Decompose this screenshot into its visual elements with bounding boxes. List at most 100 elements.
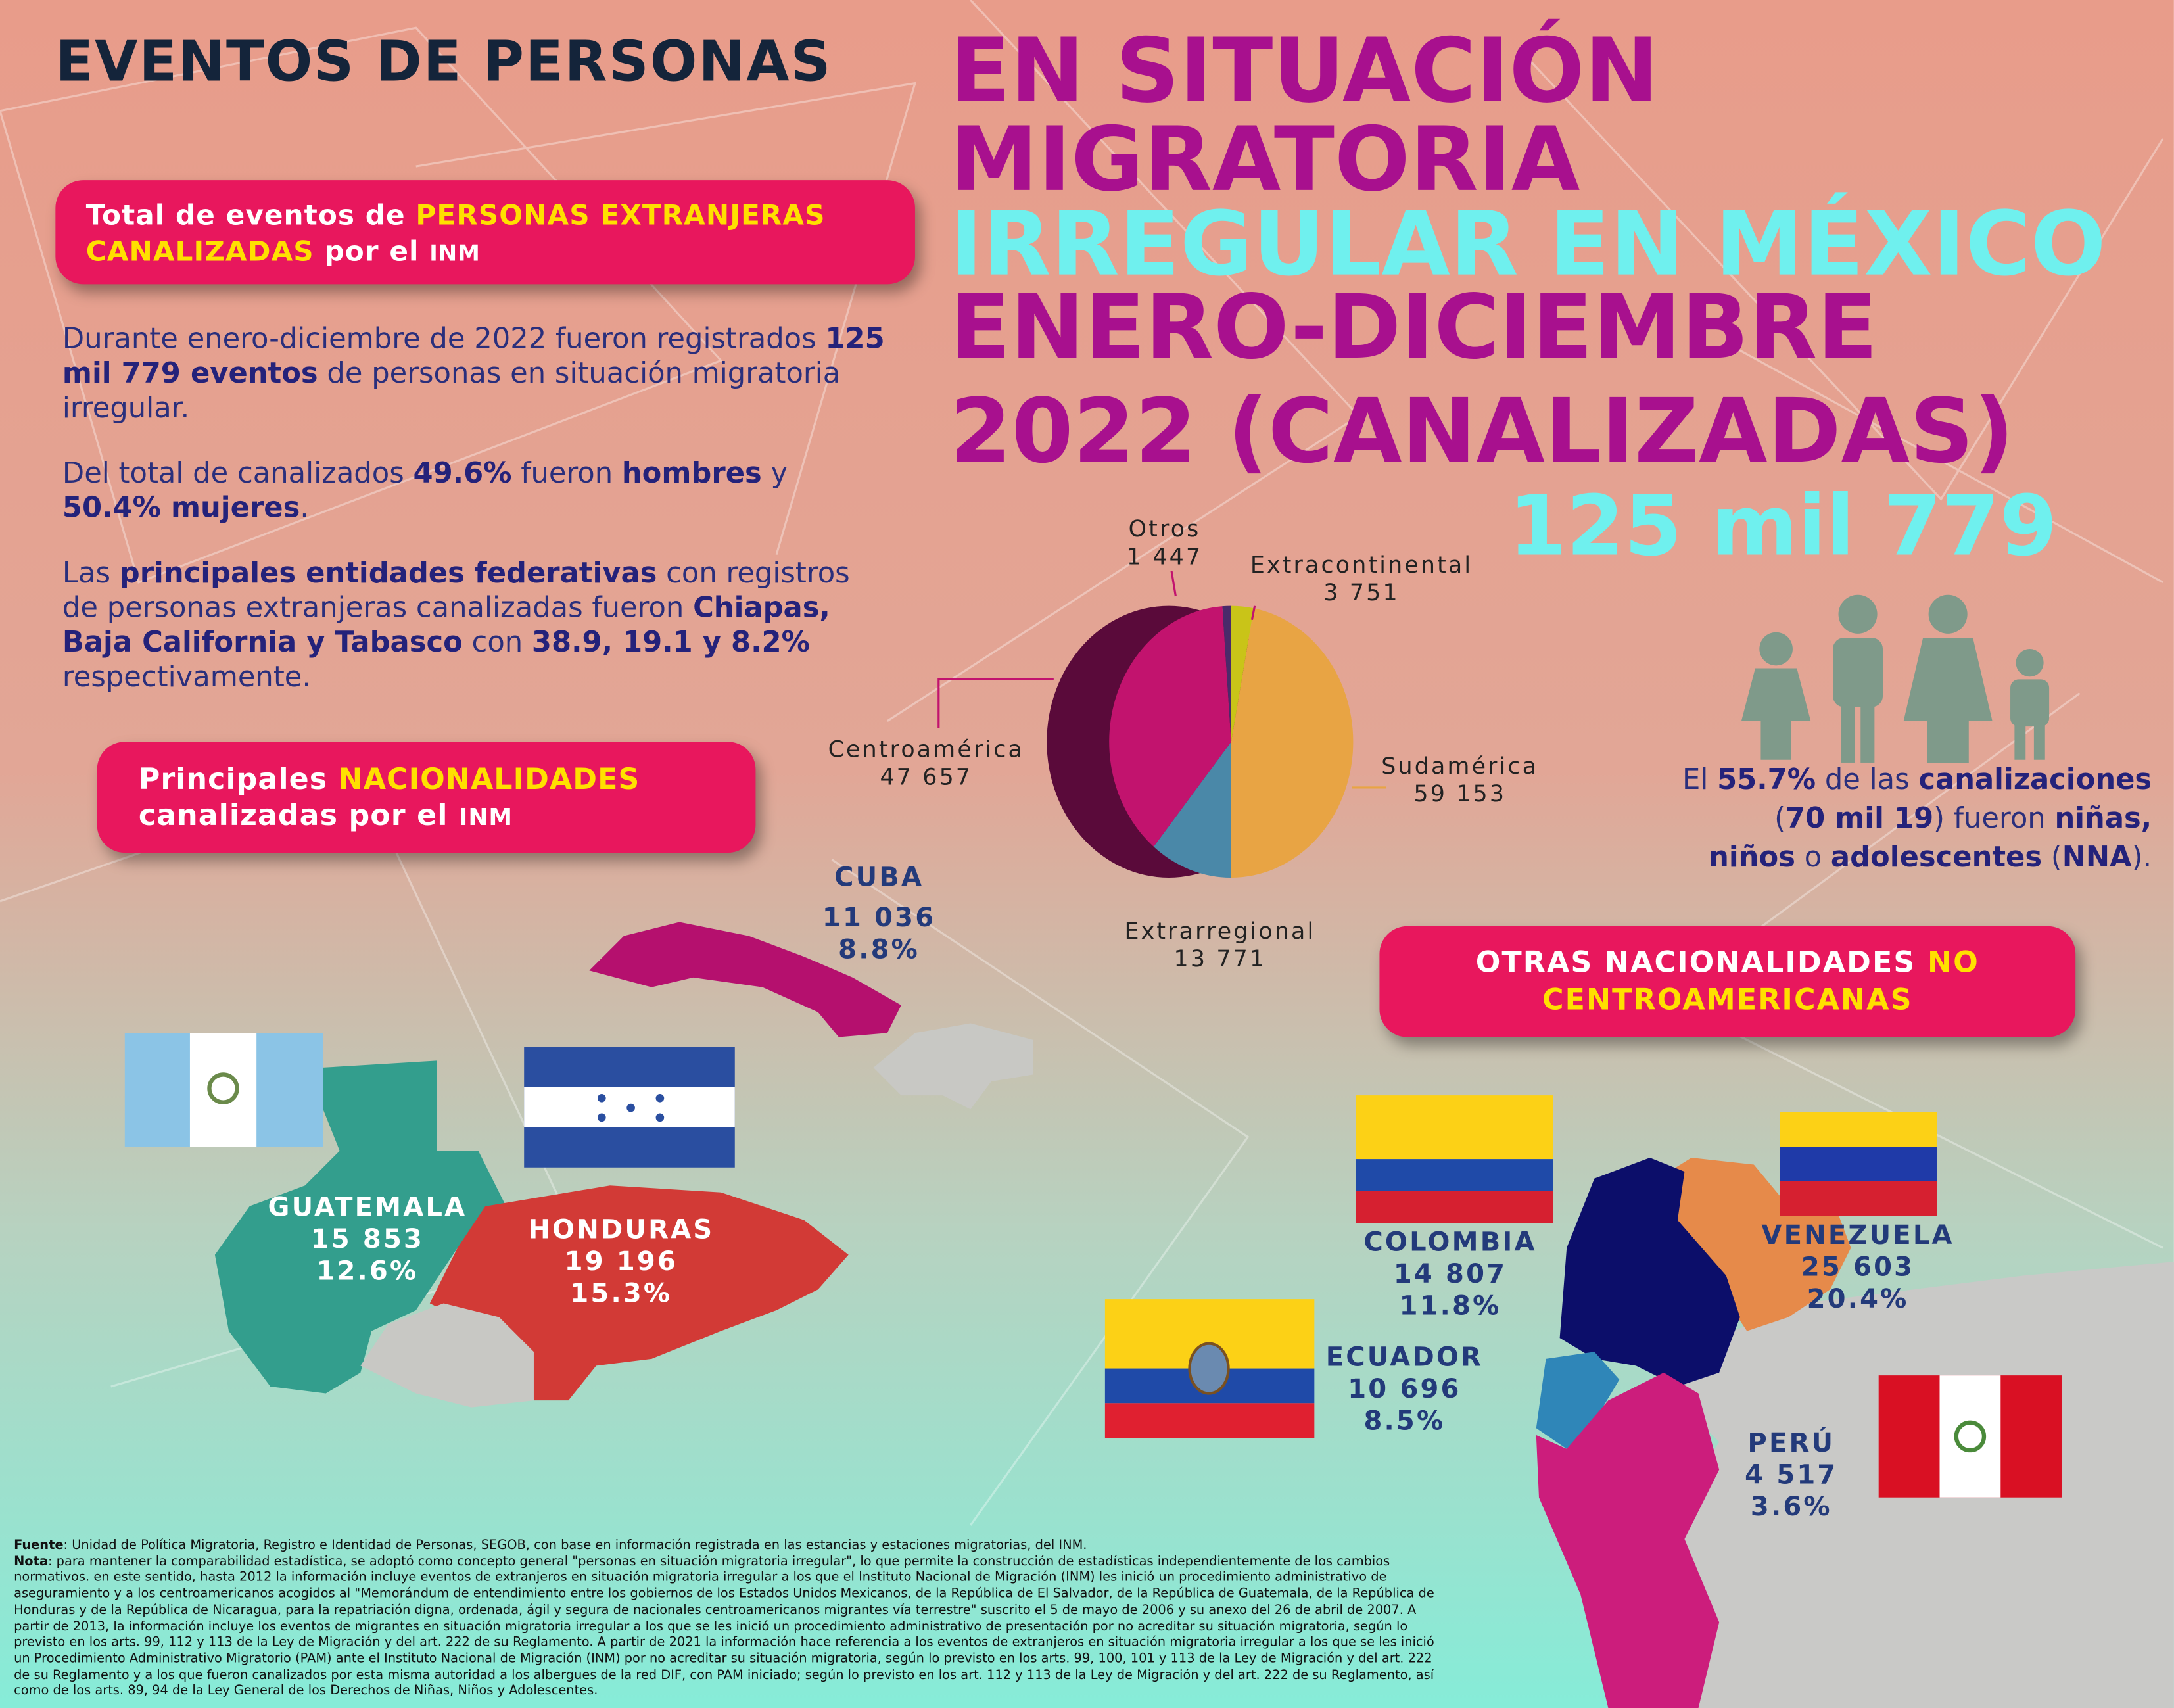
map-guatemala: [214, 1060, 506, 1394]
country-share: 8.5%: [1363, 1406, 1446, 1436]
map-hispaniola: [873, 1023, 1033, 1110]
country-count: 10 696: [1348, 1374, 1461, 1405]
text: ).: [2131, 840, 2152, 874]
text: y: [761, 456, 788, 490]
box-text: por el: [314, 234, 430, 268]
text: Del total de canalizados: [62, 456, 414, 490]
country-count: 19 196: [564, 1246, 678, 1277]
paragraph: Durante enero-diciembre de 2022 fueron r…: [62, 321, 894, 425]
emphasis: 50.4% mujeres: [62, 490, 300, 525]
emphasis: 38.9, 19.1 y 8.2%: [531, 625, 810, 659]
pie-label: Extracontinental 3 751: [1250, 552, 1473, 607]
pie-label-name: Centroamérica: [828, 736, 1025, 763]
flag-guatemala: [124, 1033, 323, 1147]
map-ecuador: [1536, 1352, 1620, 1449]
map-peru: [1536, 1372, 1720, 1708]
country-name: HONDURAS: [528, 1214, 715, 1245]
country-count: 14 807: [1393, 1258, 1507, 1290]
text: .: [300, 490, 310, 525]
flag-ecuador: [1104, 1299, 1315, 1438]
title-line: ENERO-DICIEMBRE: [949, 277, 1878, 380]
map-colombia: [1559, 1158, 1740, 1387]
box-text: INM: [429, 239, 481, 266]
country-count: 25 603: [1801, 1252, 1915, 1283]
box-highlight: CENTROAMERICANAS: [1542, 983, 1913, 1016]
nationalities-box: Principales NACIONALIDADES canalizadas po…: [97, 742, 756, 853]
map-venezuela: [1636, 1158, 1851, 1331]
emphasis: NNA: [2062, 840, 2132, 874]
country-share: 3.6%: [1750, 1492, 1832, 1523]
emphasis: adolescentes: [1830, 840, 2043, 874]
text: Durante enero-diciembre de 2022 fueron r…: [62, 321, 826, 355]
pie-label: Centroamérica 47 657: [828, 736, 1024, 792]
title-line: MIGRATORIA: [949, 109, 1580, 212]
country-name: PERÚ: [1747, 1428, 1835, 1459]
children-icon: [1741, 594, 2050, 763]
emphasis: niños: [1709, 840, 1795, 874]
text: respectivamente.: [62, 659, 312, 694]
country-count: 4 517: [1745, 1459, 1838, 1491]
country-name: CUBA: [834, 862, 924, 893]
pie-label-value: 1 447: [1126, 543, 1203, 570]
pie-label-name: Extrarregional: [1124, 918, 1316, 945]
title-line: EN SITUACIÓN: [949, 20, 1659, 124]
country-label: ECUADOR 10 696 8.5%: [1326, 1342, 1483, 1438]
map-cuba: [589, 922, 901, 1037]
box-text: canalizadas por el: [138, 798, 459, 832]
title-total: 125 mil 779: [1508, 478, 2058, 576]
text: o: [1795, 840, 1831, 874]
emphasis: 55.7%: [1717, 762, 1816, 796]
footnote-text: : para mantener la comparabilidad estadí…: [14, 1554, 1434, 1699]
pie-label: Sudamérica 59 153: [1381, 753, 1538, 808]
country-label: CUBA 11 036 8.8%: [822, 863, 935, 966]
pie-slice: [1231, 605, 1254, 742]
other-box: OTRAS NACIONALIDADES NO CENTROAMERICANAS: [1379, 926, 2076, 1037]
footnote-text: : Unidad de Política Migratoria, Registr…: [63, 1537, 1087, 1554]
emphasis: canalizaciones: [1918, 762, 2152, 796]
country-name: VENEZUELA: [1761, 1220, 1954, 1251]
country-name: COLOMBIA: [1363, 1227, 1537, 1258]
flag-peru: [1878, 1375, 2062, 1498]
pie-slice: [1153, 742, 1231, 878]
flag-colombia: [1356, 1095, 1553, 1223]
text: (: [2042, 840, 2062, 874]
country-label: COLOMBIA 14 807 11.8%: [1363, 1227, 1536, 1323]
box-highlight: NO: [1927, 945, 1979, 979]
text: Las: [62, 556, 120, 590]
text: fueron: [511, 456, 622, 490]
country-share: 8.8%: [838, 934, 920, 965]
title-line: 2022 (CANALIZADAS): [949, 381, 2014, 485]
country-label: PERÚ 4 517 3.6%: [1745, 1428, 1837, 1524]
map-el-salvador: [360, 1303, 534, 1408]
text: El: [1682, 762, 1718, 796]
country-label: HONDURAS 19 196 15.3%: [528, 1214, 714, 1310]
text: con: [462, 625, 532, 659]
flag-honduras: [524, 1047, 735, 1168]
pie-label-value: 59 153: [1413, 780, 1507, 807]
country-share: 11.8%: [1399, 1291, 1501, 1321]
title-lead: EVENTOS DE PERSONAS: [55, 30, 832, 95]
pie: [1109, 605, 1354, 878]
pie-slice: [1222, 605, 1231, 742]
text: con registros de personas extranjeras ca…: [62, 556, 850, 625]
box-highlight: PERSONAS EXTRANJERAS CANALIZADAS: [85, 198, 826, 268]
flag-venezuela: [1780, 1112, 1937, 1216]
total-box: Total de eventos de PERSONAS EXTRANJERAS…: [55, 180, 915, 285]
emphasis: niñas,: [2054, 801, 2152, 835]
pie-label-value: 13 771: [1173, 945, 1267, 972]
country-label: GUATEMALA 15 853 12.6%: [268, 1193, 467, 1289]
country-count: 11 036: [822, 902, 936, 934]
pie-label-value: 3 751: [1323, 579, 1400, 606]
pie-label-value: 47 657: [880, 764, 973, 791]
box-highlight: NACIONALIDADES: [338, 762, 640, 796]
box-text: INM: [458, 804, 513, 832]
box-text: OTRAS NACIONALIDADES: [1475, 945, 1927, 979]
emphasis: hombres: [621, 456, 762, 490]
box-text: Total de eventos de: [85, 198, 416, 232]
box-text: Principales: [138, 762, 339, 796]
text: (: [1774, 801, 1786, 835]
pie-label: Extrarregional 13 771: [1124, 918, 1315, 973]
leader-lines: [937, 571, 1256, 728]
footnote: Fuente: Unidad de Política Migratoria, R…: [14, 1538, 1449, 1700]
emphasis: Chiapas, Baja California y Tabasco: [62, 590, 830, 659]
